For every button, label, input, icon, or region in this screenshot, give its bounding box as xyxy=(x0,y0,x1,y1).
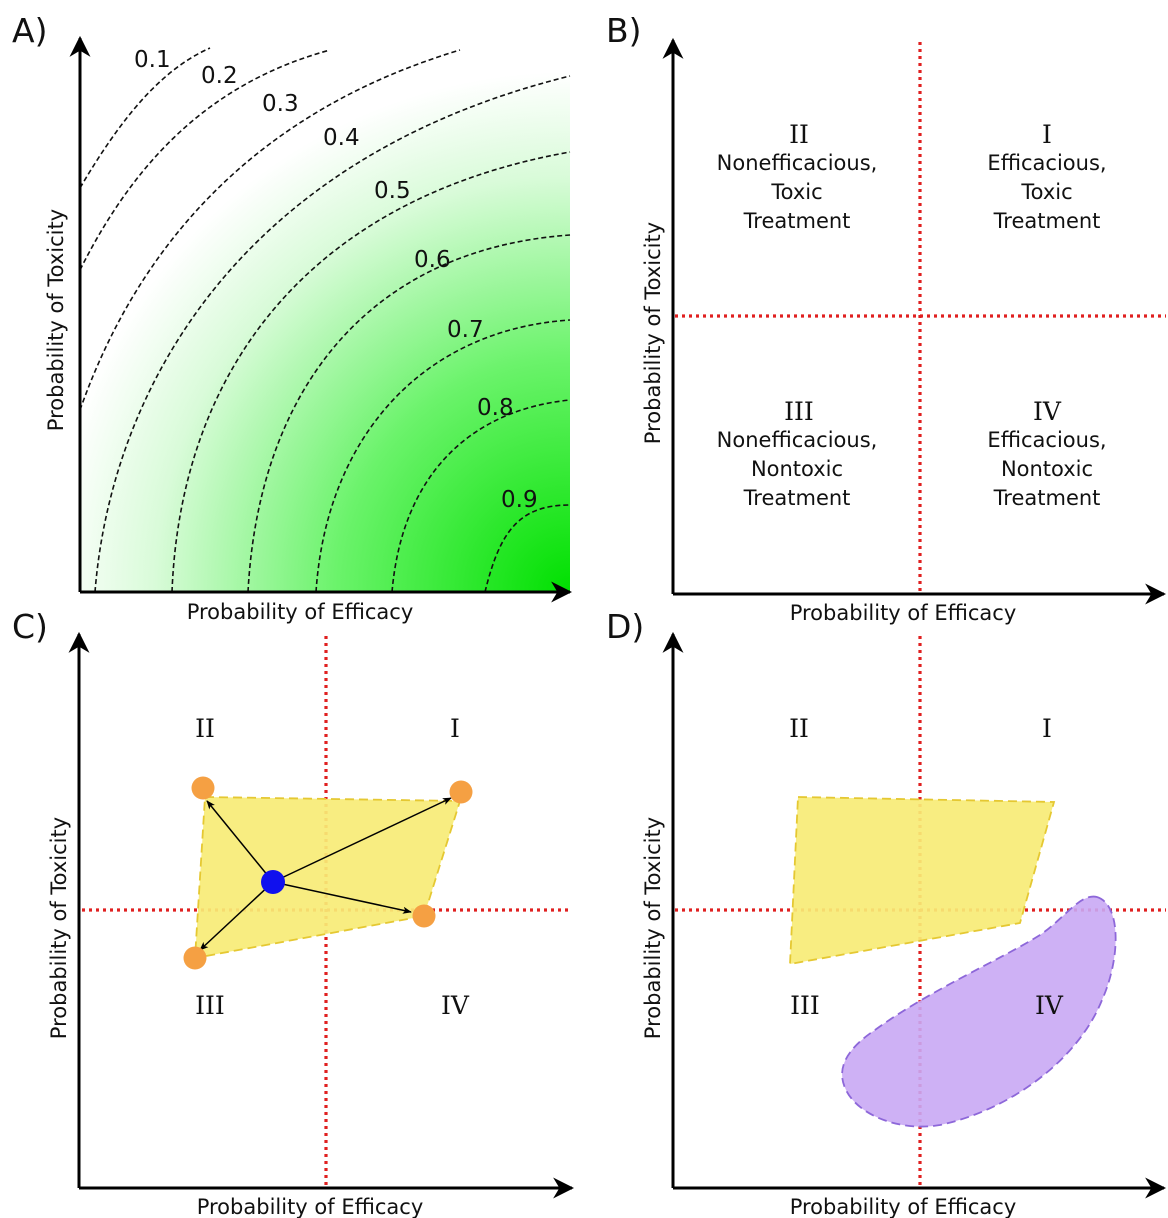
center-point xyxy=(261,870,285,894)
arrow-to-vertex xyxy=(272,797,452,883)
quadrant-description: Treatment xyxy=(993,209,1101,233)
quadrant-numeral: I xyxy=(1042,714,1052,743)
quadrant-numeral: II xyxy=(195,714,215,743)
contour-label: 0.5 xyxy=(374,178,411,204)
arrow-to-vertex xyxy=(206,800,274,883)
quadrant-description: Treatment xyxy=(743,209,851,233)
x-axis-title: Probability of Efficacy xyxy=(790,601,1017,625)
contour-line xyxy=(315,319,571,593)
panel-b-letter: B) xyxy=(606,11,642,50)
contour-label: 0.3 xyxy=(262,91,299,117)
search-arrows xyxy=(199,797,452,951)
contour-label: 0.6 xyxy=(414,247,451,273)
contour-label: 0.8 xyxy=(477,395,514,421)
quadrant-description: Toxic xyxy=(1020,180,1072,204)
quadrant-numeral: IV xyxy=(1033,397,1062,426)
vertex-point xyxy=(412,904,436,928)
panel-b: B) II Nonefficacious, Toxic Treatment I … xyxy=(606,11,1167,625)
contour-line xyxy=(391,399,571,593)
contour-line xyxy=(79,49,461,411)
y-axis-title: Probability of Toxicity xyxy=(44,209,68,431)
quadrant-description: Efficacious, xyxy=(987,151,1106,175)
quadrant-numeral: III xyxy=(784,397,814,426)
quadrant-numeral: IV xyxy=(1035,991,1064,1020)
contour-line xyxy=(247,234,571,593)
contour-line xyxy=(79,47,211,189)
quadrant-description: Toxic xyxy=(770,180,822,204)
contour-line xyxy=(94,75,571,593)
vertex-point xyxy=(449,780,473,804)
quadrant-description: Efficacious, xyxy=(987,428,1106,452)
contour-label: 0.2 xyxy=(201,63,238,89)
panel-c-letter: C) xyxy=(12,607,48,646)
arrow-to-vertex xyxy=(272,881,412,914)
x-axis-title: Probability of Efficacy xyxy=(790,1195,1017,1218)
x-axis-title: Probability of Efficacy xyxy=(187,600,414,624)
quadrant-numeral: II xyxy=(789,714,809,743)
quadrant-numeral: I xyxy=(450,714,460,743)
y-axis-title: Probability of Toxicity xyxy=(641,222,665,444)
quadrant-numeral: IV xyxy=(441,991,470,1020)
panel-c: C) II I III IV Probability of Efficacy P… xyxy=(12,607,575,1218)
contour-line xyxy=(79,49,331,271)
quadrant-description: Nontoxic xyxy=(751,457,843,481)
arrow-to-vertex xyxy=(199,881,274,951)
vertex-point xyxy=(183,946,207,970)
x-axis-title: Probability of Efficacy xyxy=(197,1195,424,1218)
y-axis-title: Probability of Toxicity xyxy=(47,817,71,1039)
quadrant-iii: III Nonefficacious, Nontoxic Treatment xyxy=(717,397,878,510)
panel-d-letter: D) xyxy=(606,607,644,646)
quadrant-description: Nonefficacious, xyxy=(717,428,878,452)
quadrant-description: Treatment xyxy=(993,486,1101,510)
quadrant-description: Nonefficacious, xyxy=(717,151,878,175)
panel-a-letter: A) xyxy=(12,11,47,50)
quadrant-numeral: II xyxy=(789,120,809,149)
panel-d: D) II I III IV Probability of Efficacy P… xyxy=(606,607,1167,1218)
quadrant-iv: IV Efficacious, Nontoxic Treatment xyxy=(987,397,1106,510)
feasible-region xyxy=(194,796,462,960)
contour-line xyxy=(484,504,571,593)
alternative-region xyxy=(841,895,1117,1128)
quadrant-numeral: III xyxy=(195,991,225,1020)
contour-label: 0.9 xyxy=(501,487,538,513)
vertex-point xyxy=(191,776,215,800)
quadrant-description: Treatment xyxy=(743,486,851,510)
quadrant-numeral: III xyxy=(790,991,820,1020)
contour-label: 0.7 xyxy=(447,317,484,343)
desirability-gradient xyxy=(80,40,570,592)
contour-lines xyxy=(79,47,571,593)
panel-a: A) 0.1 0.2 0.3 0.4 0.5 0.6 0.7 0.8 0.9 P… xyxy=(12,11,573,624)
quadrant-numeral: I xyxy=(1042,120,1052,149)
y-axis-title: Probability of Toxicity xyxy=(641,817,665,1039)
feasible-region xyxy=(789,796,1056,966)
contour-line xyxy=(171,151,571,593)
quadrant-description: Nontoxic xyxy=(1001,457,1093,481)
quadrant-ii: II Nonefficacious, Toxic Treatment xyxy=(717,120,878,233)
contour-label: 0.1 xyxy=(134,47,171,73)
contour-label: 0.4 xyxy=(323,125,360,151)
quadrant-i: I Efficacious, Toxic Treatment xyxy=(987,120,1106,233)
